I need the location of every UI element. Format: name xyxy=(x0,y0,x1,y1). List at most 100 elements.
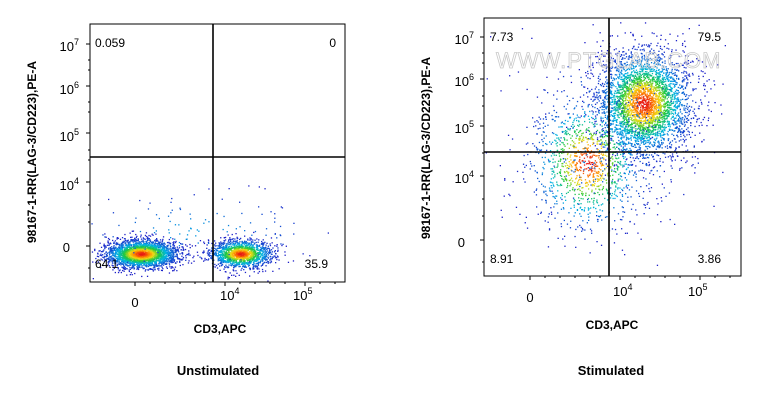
event-dot xyxy=(674,111,676,113)
event-dot xyxy=(182,258,184,260)
event-dot xyxy=(143,250,145,252)
event-dot xyxy=(143,246,145,248)
event-dot xyxy=(180,243,182,245)
event-dot xyxy=(147,208,150,210)
event-dot xyxy=(175,250,177,252)
event-dot xyxy=(148,255,151,257)
event-dot xyxy=(169,244,171,246)
event-dot xyxy=(634,113,637,116)
event-dot xyxy=(267,245,269,247)
event-dot xyxy=(270,253,272,255)
event-dot xyxy=(155,261,157,263)
event-dot xyxy=(654,139,657,142)
event-dot xyxy=(229,254,231,256)
event-dot xyxy=(131,248,133,250)
event-dot xyxy=(235,257,237,259)
event-dot xyxy=(149,257,151,259)
event-dot xyxy=(624,127,626,129)
event-dot xyxy=(154,244,157,247)
event-dot xyxy=(269,255,272,258)
event-dot xyxy=(231,263,233,265)
event-dot xyxy=(249,246,251,249)
event-dot xyxy=(140,248,142,250)
event-dot xyxy=(152,227,155,229)
event-dot xyxy=(236,241,238,243)
event-dot xyxy=(124,251,127,253)
event-dot xyxy=(127,250,129,252)
event-dot xyxy=(133,247,135,250)
event-dot xyxy=(255,255,257,257)
event-dot xyxy=(243,262,245,264)
event-dot xyxy=(219,262,221,265)
event-dot xyxy=(137,247,140,249)
event-dot xyxy=(138,250,140,252)
event-dot xyxy=(137,242,139,244)
event-dot xyxy=(119,255,121,258)
event-dot xyxy=(138,242,140,244)
event-dot xyxy=(151,254,153,256)
event-dot xyxy=(167,215,170,217)
event-dot xyxy=(196,229,198,231)
event-dot xyxy=(241,262,243,264)
event-dot xyxy=(631,117,633,119)
event-dot xyxy=(664,128,666,130)
event-dot xyxy=(116,238,118,240)
event-dot xyxy=(153,246,155,248)
event-dot xyxy=(267,257,270,259)
event-dot xyxy=(155,249,158,251)
event-dot xyxy=(246,258,248,261)
event-dot xyxy=(234,265,236,268)
event-dot xyxy=(671,73,674,75)
event-dot xyxy=(254,255,256,258)
event-dot xyxy=(110,250,112,253)
event-dot xyxy=(607,143,609,145)
event-dot xyxy=(134,237,136,239)
event-dot xyxy=(598,109,600,111)
event-dot xyxy=(115,249,117,252)
event-dot xyxy=(91,223,93,225)
event-dot xyxy=(247,244,249,246)
event-dot xyxy=(277,249,279,251)
event-dot xyxy=(236,258,239,261)
event-dot xyxy=(120,271,122,274)
event-dot xyxy=(134,272,136,275)
event-dot xyxy=(226,262,228,264)
event-dot xyxy=(171,261,173,263)
event-dot xyxy=(220,253,222,255)
event-dot xyxy=(644,116,647,118)
event-dot xyxy=(258,186,260,188)
event-dot xyxy=(238,256,240,258)
event-dot xyxy=(248,264,250,266)
event-dot xyxy=(112,258,115,260)
event-dot xyxy=(145,246,147,248)
event-dot xyxy=(264,241,266,243)
event-dot xyxy=(664,110,667,113)
event-dot xyxy=(170,201,172,203)
event-dot xyxy=(96,255,99,257)
event-dot xyxy=(211,249,213,251)
event-dot xyxy=(276,237,278,239)
event-dot xyxy=(684,116,687,118)
event-dot xyxy=(601,112,603,114)
event-dot xyxy=(141,248,143,250)
event-dot xyxy=(108,256,110,258)
event-dot xyxy=(129,243,131,245)
event-dot xyxy=(265,228,268,230)
event-dot xyxy=(179,259,181,261)
event-dot xyxy=(230,240,232,242)
event-dot xyxy=(640,74,642,77)
event-dot xyxy=(145,252,147,254)
event-dot xyxy=(229,257,231,259)
event-dot xyxy=(241,242,244,244)
event-dot xyxy=(619,88,622,91)
event-dot xyxy=(163,250,165,252)
event-dot xyxy=(224,253,226,255)
event-dot xyxy=(137,250,139,252)
event-dot xyxy=(159,253,161,255)
event-dot xyxy=(154,252,157,254)
event-dot xyxy=(158,241,161,243)
event-dot xyxy=(127,241,129,243)
event-dot xyxy=(668,111,670,114)
event-dot xyxy=(124,257,127,260)
event-dot xyxy=(253,252,255,254)
